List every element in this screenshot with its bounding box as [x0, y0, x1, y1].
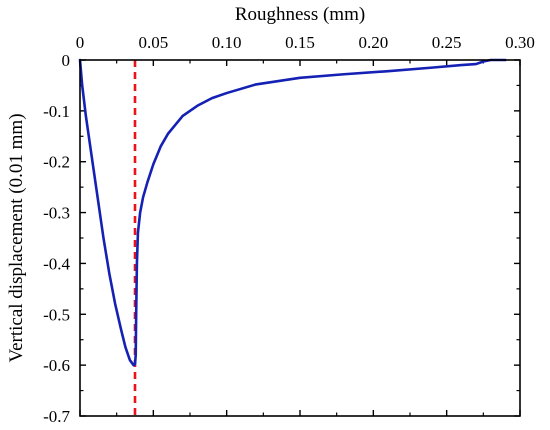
x-tick-label: 0.30 — [505, 33, 535, 52]
x-tick-label: 0.10 — [212, 33, 242, 52]
plot-frame — [79, 59, 521, 417]
x-axis-title: Roughness (mm) — [235, 4, 365, 25]
y-tick-label: 0 — [62, 51, 71, 70]
y-tick-label: -0.7 — [43, 407, 70, 426]
y-tick-label: -0.1 — [43, 102, 70, 121]
x-tick-label: 0.15 — [285, 33, 315, 52]
series-line — [78, 58, 507, 367]
x-tick-label: 0.25 — [432, 33, 462, 52]
y-tick-label: -0.3 — [43, 204, 70, 223]
x-tick-label: 0.20 — [358, 33, 388, 52]
y-tick-label: -0.2 — [43, 153, 70, 172]
x-tick-label: 0 — [76, 33, 85, 52]
y-axis-title: Vertical displacement (0.01 mm) — [6, 113, 27, 362]
x-tick-label: 0.05 — [138, 33, 168, 52]
ticks — [79, 59, 521, 417]
y-tick-label: -0.6 — [43, 356, 70, 375]
tick-labels: 0 0.05 0.10 0.15 0.20 0.25 0.30 0 -0.1 -0.2 -0.3 -0… — [43, 33, 535, 426]
y-tick-label: -0.5 — [43, 305, 70, 324]
y-tick-label: -0.4 — [43, 254, 70, 273]
